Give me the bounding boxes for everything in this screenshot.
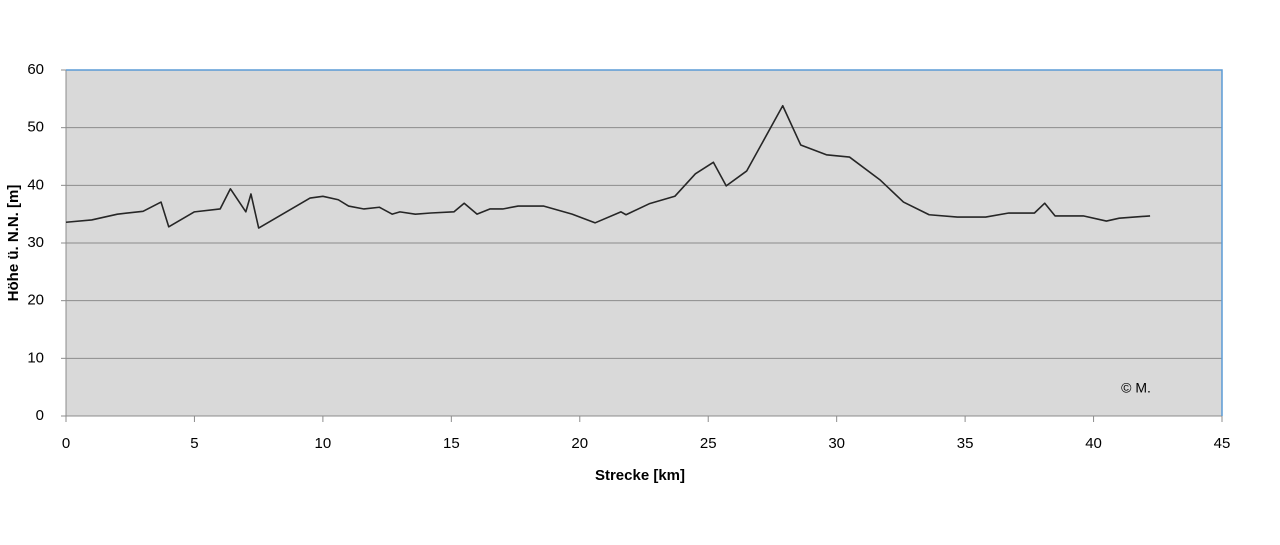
x-tick-label: 5 xyxy=(190,435,198,452)
y-tick-label: 30 xyxy=(27,234,44,251)
plot-border xyxy=(66,69,1223,416)
y-tick-label: 40 xyxy=(27,176,44,193)
x-tick-label: 45 xyxy=(1214,435,1231,452)
y-tick-label: 50 xyxy=(27,119,44,136)
y-tick-label: 0 xyxy=(36,407,44,424)
x-tick-label: 0 xyxy=(62,435,70,452)
x-tick-label: 30 xyxy=(828,435,845,452)
x-axis-title: Strecke [km] xyxy=(595,467,685,484)
x-tick-label: 15 xyxy=(443,435,460,452)
y-tick-label: 60 xyxy=(27,61,44,78)
y-tick-label: 20 xyxy=(27,292,44,309)
y-axis-title: Höhe ü. N.N. [m] xyxy=(5,185,22,302)
annotation: © M. xyxy=(1121,380,1151,396)
x-tick-label: 10 xyxy=(315,435,332,452)
x-tick-label: 20 xyxy=(571,435,588,452)
y-tick-label: 10 xyxy=(27,349,44,366)
line xyxy=(65,104,1151,229)
x-tick-label: 35 xyxy=(957,435,974,452)
x-tick-label: 40 xyxy=(1085,435,1102,452)
x-tick-label: 25 xyxy=(700,435,717,452)
